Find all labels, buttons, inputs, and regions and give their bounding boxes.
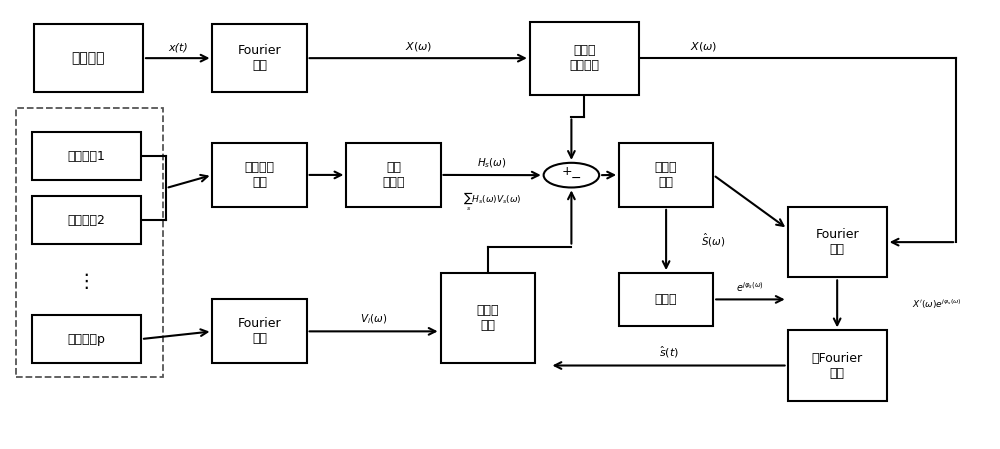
Text: $e^{j\varphi_s(\omega)}$: $e^{j\varphi_s(\omega)}$ [736,280,764,294]
FancyBboxPatch shape [32,315,141,363]
Text: $X(\omega)$: $X(\omega)$ [405,40,432,53]
Text: 总谐波
计算: 总谐波 计算 [476,304,499,332]
Text: Fourier
组合: Fourier 组合 [815,228,859,256]
Text: 计算
卷积核: 计算 卷积核 [382,161,405,189]
FancyBboxPatch shape [212,24,307,92]
Text: $H_s(\omega)$: $H_s(\omega)$ [477,156,507,170]
FancyBboxPatch shape [788,330,887,401]
Text: 谐波参考1: 谐波参考1 [68,150,105,163]
Text: $V_i(\omega)$: $V_i(\omega)$ [360,313,387,326]
FancyBboxPatch shape [34,24,143,92]
FancyBboxPatch shape [788,207,887,277]
FancyBboxPatch shape [441,273,535,363]
Text: $\hat{S}(\omega)$: $\hat{S}(\omega)$ [701,231,725,249]
Text: 谐波参考p: 谐波参考p [68,333,105,346]
Text: ⋮: ⋮ [77,272,96,291]
FancyBboxPatch shape [619,273,713,326]
Text: $X(\omega)$: $X(\omega)$ [690,40,717,53]
Text: Fourier
变换: Fourier 变换 [238,317,281,345]
Text: 互功率谱
估计: 互功率谱 估计 [245,161,275,189]
FancyBboxPatch shape [619,143,713,207]
Text: Fourier
变换: Fourier 变换 [238,44,281,72]
Text: 第一次
估计: 第一次 估计 [655,161,677,189]
FancyBboxPatch shape [32,132,141,180]
Text: $\hat{s}(t)$: $\hat{s}(t)$ [659,345,679,360]
FancyBboxPatch shape [346,143,440,207]
Text: 取相位: 取相位 [655,293,677,306]
FancyBboxPatch shape [212,299,307,363]
Circle shape [544,163,599,188]
Text: 逆Fourier
变换: 逆Fourier 变换 [812,352,863,379]
FancyBboxPatch shape [212,143,307,207]
Text: 谐波参考2: 谐波参考2 [68,214,105,227]
Text: 信号采集: 信号采集 [72,51,105,65]
Text: $X'(\omega)e^{j\varphi_s(\omega)}$: $X'(\omega)e^{j\varphi_s(\omega)}$ [912,297,961,311]
Text: x(t): x(t) [168,43,188,53]
FancyBboxPatch shape [530,22,639,94]
FancyBboxPatch shape [32,196,141,244]
Text: 幅度谱
稳健估计: 幅度谱 稳健估计 [569,44,599,72]
Text: +: + [561,165,572,178]
Text: $\sum_s H_s(\omega)V_s(\omega)$: $\sum_s H_s(\omega)V_s(\omega)$ [463,190,522,213]
Text: −: − [571,172,582,185]
